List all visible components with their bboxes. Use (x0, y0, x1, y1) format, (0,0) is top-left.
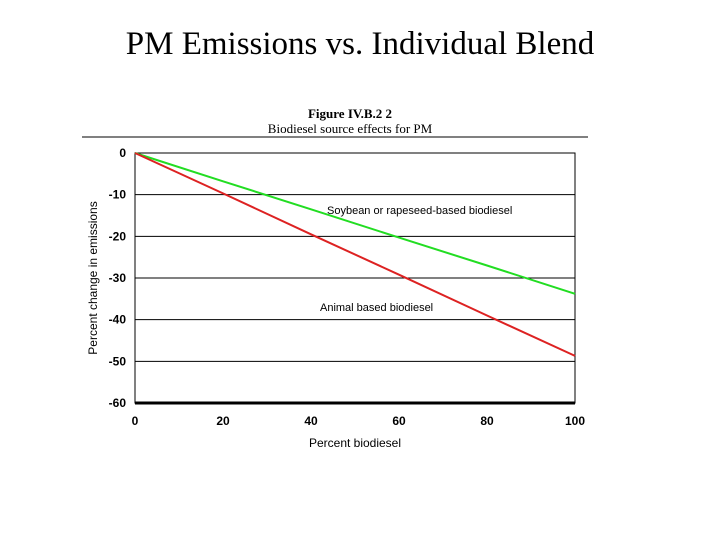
x-tick-label: 0 (132, 414, 139, 428)
series-annotation: Soybean or rapeseed-based biodiesel (327, 205, 512, 217)
y-tick-label: -10 (109, 188, 127, 202)
series-annotations: Soybean or rapeseed-based biodiesel Anima… (320, 205, 512, 314)
x-tick-labels: 0 20 40 60 80 100 (132, 414, 586, 428)
series-line (134, 152, 576, 295)
gridlines (135, 152, 575, 405)
x-tick-label: 60 (392, 414, 406, 428)
x-tick-label: 100 (565, 414, 585, 428)
y-tick-label: 0 (119, 146, 126, 160)
x-axis-label: Percent biodiesel (309, 436, 401, 450)
plot-area-frame (134, 152, 576, 404)
y-tick-label: -60 (109, 396, 127, 410)
y-tick-label: -30 (109, 271, 127, 285)
series-line (134, 152, 576, 357)
series-annotation: Animal based biodiesel (320, 302, 433, 314)
y-tick-label: -20 (109, 229, 127, 243)
figure-title: Figure IV.B.2 2 (307, 106, 393, 121)
y-tick-labels: 0 -10 -20 -30 -40 -50 -60 (109, 146, 127, 410)
y-tick-label: -50 (109, 354, 127, 368)
x-tick-label: 40 (304, 414, 318, 428)
x-tick-label: 80 (480, 414, 494, 428)
figure-subtitle: Biodiesel source effects for PM (267, 121, 433, 136)
y-axis-label: Percent change in emissions (86, 201, 100, 354)
x-tick-label: 20 (216, 414, 230, 428)
series-lines (134, 152, 576, 357)
y-tick-label: -40 (109, 313, 127, 327)
slide-title: PM Emissions vs. Individual Blend (125, 26, 595, 62)
